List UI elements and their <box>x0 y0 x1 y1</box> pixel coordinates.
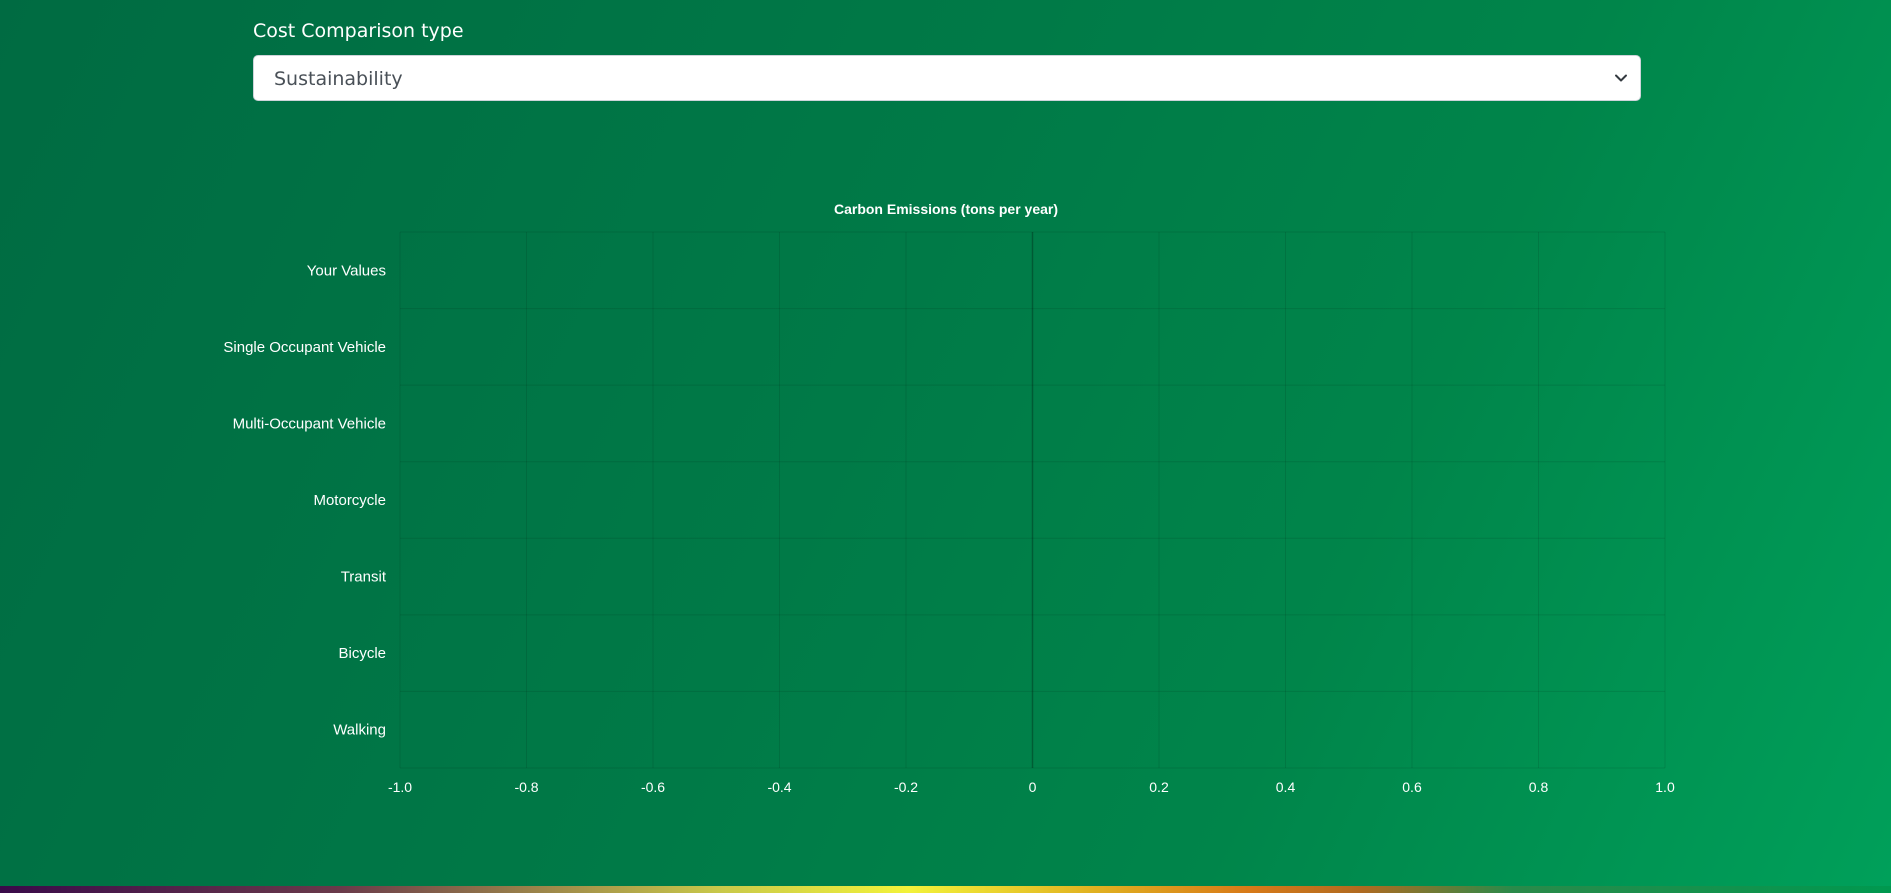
cost-comparison-selected-value: Sustainability <box>274 68 403 90</box>
y-tick-label: Your Values <box>307 262 386 279</box>
x-tick-label: 1.0 <box>1655 779 1675 795</box>
x-tick-label: 0.4 <box>1276 779 1296 795</box>
y-tick-label: Multi-Occupant Vehicle <box>233 415 386 432</box>
x-axis-labels: -1.0 -0.8 -0.6 -0.4 -0.2 0 0.2 0.4 0.6 0.8 1.0 <box>388 779 1675 795</box>
x-tick-label: 0.8 <box>1529 779 1549 795</box>
cost-comparison-form: Cost Comparison type Sustainability <box>253 18 1641 101</box>
y-axis-labels: Your Values Single Occupant Vehicle Multi-… <box>223 262 386 738</box>
x-tick-label: -1.0 <box>388 779 412 795</box>
y-tick-label: Bicycle <box>338 645 386 662</box>
chevron-down-icon <box>1615 74 1627 82</box>
x-tick-label: 0.2 <box>1149 779 1169 795</box>
y-tick-label: Transit <box>341 569 387 586</box>
bottom-color-strip <box>0 886 1891 893</box>
chart-grid <box>399 231 1666 769</box>
x-tick-label: -0.6 <box>641 779 665 795</box>
chart-title: Carbon Emissions (tons per year) <box>834 201 1058 217</box>
x-tick-label: -0.4 <box>767 779 791 795</box>
cost-comparison-select[interactable]: Sustainability <box>253 55 1641 101</box>
x-tick-label: 0.6 <box>1402 779 1422 795</box>
x-tick-label: -0.2 <box>894 779 918 795</box>
y-tick-label: Walking <box>333 722 386 739</box>
cost-comparison-label: Cost Comparison type <box>253 20 464 42</box>
x-tick-label: -0.8 <box>514 779 538 795</box>
y-tick-label: Motorcycle <box>313 492 386 509</box>
x-tick-label: 0 <box>1029 779 1037 795</box>
y-tick-label: Single Occupant Vehicle <box>223 339 386 356</box>
